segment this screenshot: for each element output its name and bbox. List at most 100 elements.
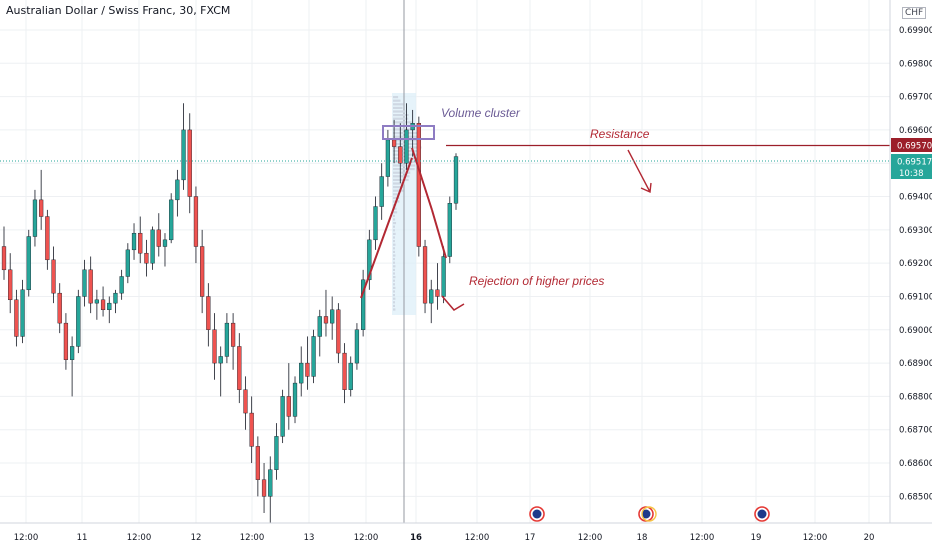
volume-bar [393, 254, 396, 257]
candle-body [367, 239, 372, 281]
candle-body [206, 296, 211, 330]
volume-bar [393, 272, 395, 275]
candle-body [193, 196, 199, 247]
volume-bar [393, 258, 395, 261]
event-flag-icon [754, 506, 770, 522]
candle-body [113, 292, 118, 304]
y-tick-label: 0.68900 [899, 359, 932, 369]
candle-body [373, 206, 378, 241]
volume-bar [393, 218, 396, 221]
candle-body [342, 352, 347, 390]
candle-body [385, 139, 391, 177]
candle-body [237, 346, 242, 390]
candle-body [255, 446, 260, 480]
x-tick-label: 12 [191, 533, 202, 543]
resistance-price-tag [891, 138, 932, 152]
volume-bar [393, 286, 396, 289]
candle-body [156, 229, 161, 247]
y-tick-label: 0.68800 [899, 392, 932, 402]
volume-bar [393, 236, 395, 239]
volume-bar [393, 225, 395, 228]
y-tick-label: 0.69200 [899, 259, 932, 269]
y-tick-label: 0.69000 [899, 326, 932, 336]
candle-body [218, 356, 223, 364]
candle-body [292, 382, 298, 417]
candle-body [447, 203, 452, 257]
candle-body [354, 329, 360, 364]
candle-body [422, 246, 428, 304]
candle-body [305, 362, 310, 377]
candles [1, 103, 459, 523]
volume-bar [393, 182, 405, 185]
x-tick-label: 12:00 [803, 533, 828, 543]
x-tick-label: 12:00 [14, 533, 39, 543]
volume-bar [393, 250, 395, 253]
event-flag-icon [638, 506, 657, 522]
rejection-arrow [441, 295, 465, 312]
candle-body [187, 129, 192, 197]
flag-ring-2 [641, 506, 657, 522]
x-tick-label: 18 [637, 533, 648, 543]
candle-body [311, 336, 316, 377]
volume-bar [393, 243, 396, 246]
volume-bar [393, 207, 397, 210]
volume-bar [393, 222, 397, 225]
candle-body [63, 322, 69, 360]
candle-body [200, 246, 205, 297]
volume-bar [393, 178, 409, 181]
candle-body [26, 236, 31, 291]
y-tick-label: 0.69800 [899, 59, 932, 69]
y-tick-label: 0.69700 [899, 93, 932, 103]
volume-bar [393, 304, 395, 307]
candle-body [181, 129, 186, 181]
volume-bar [393, 117, 409, 120]
volume-bar [393, 261, 395, 264]
y-tick-label: 0.68600 [899, 459, 932, 469]
x-tick-label: 12:00 [354, 533, 379, 543]
rejection-line-2 [431, 209, 447, 259]
x-tick-label: 13 [304, 533, 315, 543]
volume-bar [393, 106, 403, 109]
volume-bar [393, 268, 395, 271]
candle-body [131, 232, 137, 251]
x-tick-label: 11 [77, 533, 88, 543]
candle-body [453, 156, 459, 204]
volume-bar [393, 214, 395, 217]
volume-bar [393, 99, 401, 102]
candle-body [323, 316, 329, 324]
candle-body [125, 249, 130, 277]
y-tick-label: 0.69100 [899, 292, 932, 302]
candle-body [212, 329, 217, 364]
volume-bar [393, 175, 410, 178]
volume-bar [393, 193, 400, 196]
volume-bar [393, 164, 416, 167]
candle-body [119, 276, 124, 294]
flag-center [641, 509, 651, 519]
y-tick-label: 0.69300 [899, 226, 932, 236]
volume-bar [393, 297, 396, 300]
candle-body [175, 179, 180, 201]
volume-bar [393, 186, 404, 189]
candle-body [249, 412, 254, 447]
candle-body [280, 396, 285, 437]
grid [0, 0, 890, 523]
x-tick-label: 17 [525, 533, 536, 543]
y-axis-bg [890, 0, 932, 550]
x-tick-label: 12:00 [465, 533, 490, 543]
y-tick-label: 0.68700 [899, 426, 932, 436]
candle-body [429, 289, 434, 304]
candle-body [20, 289, 25, 337]
candle-body [76, 296, 81, 347]
candle-body [51, 259, 56, 294]
candle-body [39, 199, 44, 217]
volume-bar [393, 128, 415, 131]
candle-body [69, 346, 75, 360]
last-price-tag [891, 154, 932, 179]
resistance-price-text: 0.69570 [897, 142, 932, 152]
candle-body [138, 232, 143, 254]
candle-body [317, 316, 322, 337]
candle-body [1, 246, 7, 271]
volume-bar [393, 196, 400, 199]
x-axis-bg [0, 523, 932, 550]
